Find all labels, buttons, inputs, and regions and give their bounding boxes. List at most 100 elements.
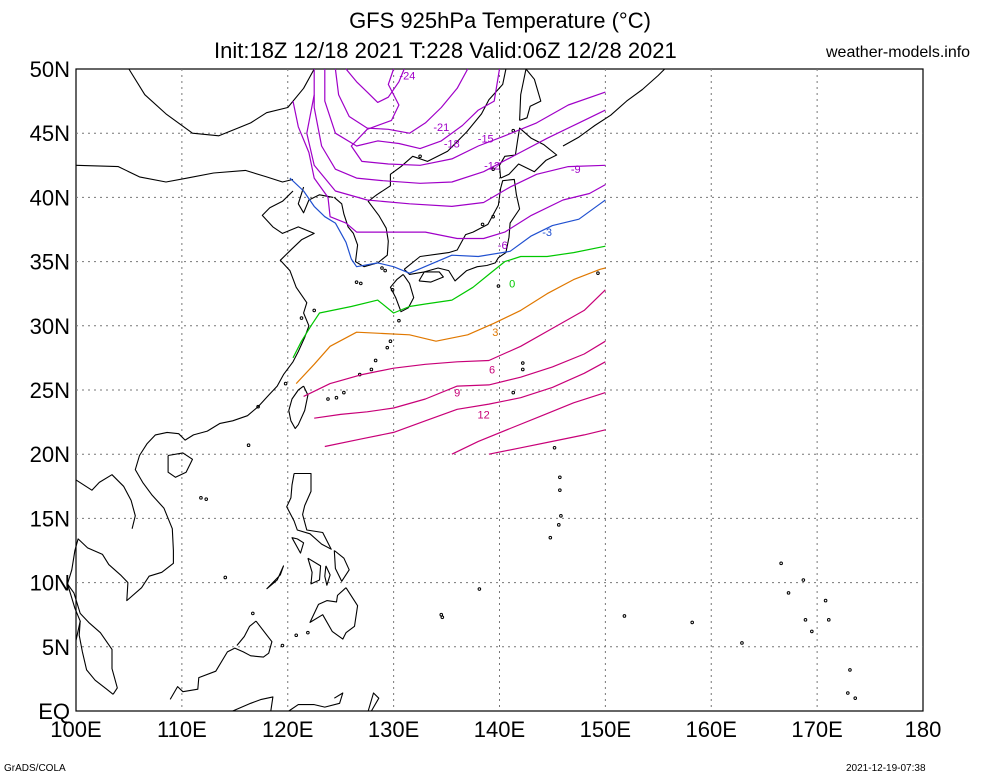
coastline xyxy=(75,164,294,183)
island xyxy=(491,167,495,171)
coastline xyxy=(167,452,194,478)
island xyxy=(280,643,285,648)
island xyxy=(826,618,831,622)
island xyxy=(740,641,744,645)
contour-label: 6 xyxy=(489,364,495,376)
contour-line xyxy=(306,94,606,207)
graticule xyxy=(76,69,923,711)
island xyxy=(294,633,299,638)
contour-label: -21 xyxy=(433,122,449,134)
contour-line xyxy=(292,100,606,240)
contour-line xyxy=(324,361,606,448)
island xyxy=(556,523,561,527)
island xyxy=(786,591,791,595)
island xyxy=(846,691,850,695)
island xyxy=(848,668,852,672)
coastline xyxy=(389,273,415,313)
contour-label: -12 xyxy=(484,160,500,172)
coastline xyxy=(333,550,350,582)
island xyxy=(373,358,378,363)
island xyxy=(622,614,627,618)
island xyxy=(251,611,255,616)
island xyxy=(283,381,288,386)
island xyxy=(418,154,422,159)
coastline xyxy=(333,68,507,268)
longitude-tick-label: 100E xyxy=(50,717,101,742)
coastline xyxy=(562,68,666,147)
contour-label: -24 xyxy=(399,70,415,82)
contour-line xyxy=(488,429,606,455)
latitude-tick-label: 45N xyxy=(30,121,70,146)
temperature-contours: -24 -21 -18 -15 -12 -9 -6 -3 0 3 6 9 12 xyxy=(289,68,606,455)
island xyxy=(342,390,346,395)
contour-label: -9 xyxy=(571,164,581,176)
island xyxy=(520,361,525,365)
island xyxy=(359,281,363,286)
longitude-tick-label: 170E xyxy=(791,717,842,742)
chart-title: GFS 925hPa Temperature (°C) xyxy=(349,8,651,33)
coastline xyxy=(66,190,315,695)
island xyxy=(803,618,808,622)
contour-label: 9 xyxy=(454,388,460,400)
island xyxy=(496,284,501,288)
island xyxy=(810,629,814,634)
contour-line xyxy=(345,68,405,103)
contour-line xyxy=(324,68,501,150)
island xyxy=(334,395,339,400)
island xyxy=(440,615,445,620)
longitude-tick-label: 160E xyxy=(686,717,737,742)
latitude-tick-label: 10N xyxy=(30,571,70,596)
contour-label: -18 xyxy=(444,138,460,150)
coastline xyxy=(519,68,542,121)
footer-credit: GrADS/COLA xyxy=(4,763,66,774)
island xyxy=(390,288,395,292)
island xyxy=(397,318,401,323)
island xyxy=(312,308,317,313)
latitude-tick-label: 20N xyxy=(30,442,70,467)
coastline xyxy=(75,474,136,529)
coastline xyxy=(367,692,380,712)
island xyxy=(256,404,260,409)
coastline xyxy=(169,620,273,700)
contour-line xyxy=(314,340,606,419)
island xyxy=(388,339,393,344)
island xyxy=(779,561,783,566)
footer-timestamp: 2021-12-19-07:38 xyxy=(846,763,926,774)
island xyxy=(559,514,563,518)
longitude-tick-label: 120E xyxy=(262,717,313,742)
latitude-tick-label: 30N xyxy=(30,314,70,339)
contour-line xyxy=(289,177,606,274)
latitude-tick-label: 40N xyxy=(30,185,70,210)
contour-line xyxy=(295,267,606,385)
contour-line xyxy=(292,245,606,359)
coastline xyxy=(403,178,521,282)
contour-label: 12 xyxy=(477,409,489,421)
longitude-tick-label: 110E xyxy=(157,717,207,742)
island xyxy=(801,578,806,582)
island xyxy=(558,488,562,492)
site-credit: weather-models.info xyxy=(826,44,971,61)
contour-line xyxy=(350,68,606,166)
island xyxy=(223,575,228,580)
latitude-tick-label: 50N xyxy=(30,57,70,82)
chart-subtitle: Init:18Z 12/18 2021 T:228 Valid:06Z 12/2… xyxy=(214,38,677,63)
coastline xyxy=(297,186,334,214)
coastline xyxy=(288,385,309,430)
island xyxy=(596,271,600,275)
longitude-tick-label: 140E xyxy=(474,717,525,742)
contour-label: -3 xyxy=(542,227,552,239)
coastline xyxy=(498,127,558,179)
island xyxy=(552,445,557,450)
longitude-labels: 100E 110E 120E 130E 140E 150E 160E 170E 180 xyxy=(50,717,941,742)
island xyxy=(380,266,384,270)
latitude-tick-label: 35N xyxy=(30,250,70,275)
island xyxy=(369,367,374,372)
longitude-tick-label: 180 xyxy=(905,717,942,742)
coastline xyxy=(78,621,114,695)
contour-line xyxy=(303,289,606,397)
contour-label: 3 xyxy=(492,327,498,339)
island xyxy=(520,367,525,372)
coastline xyxy=(288,692,344,712)
coastline xyxy=(309,587,359,640)
